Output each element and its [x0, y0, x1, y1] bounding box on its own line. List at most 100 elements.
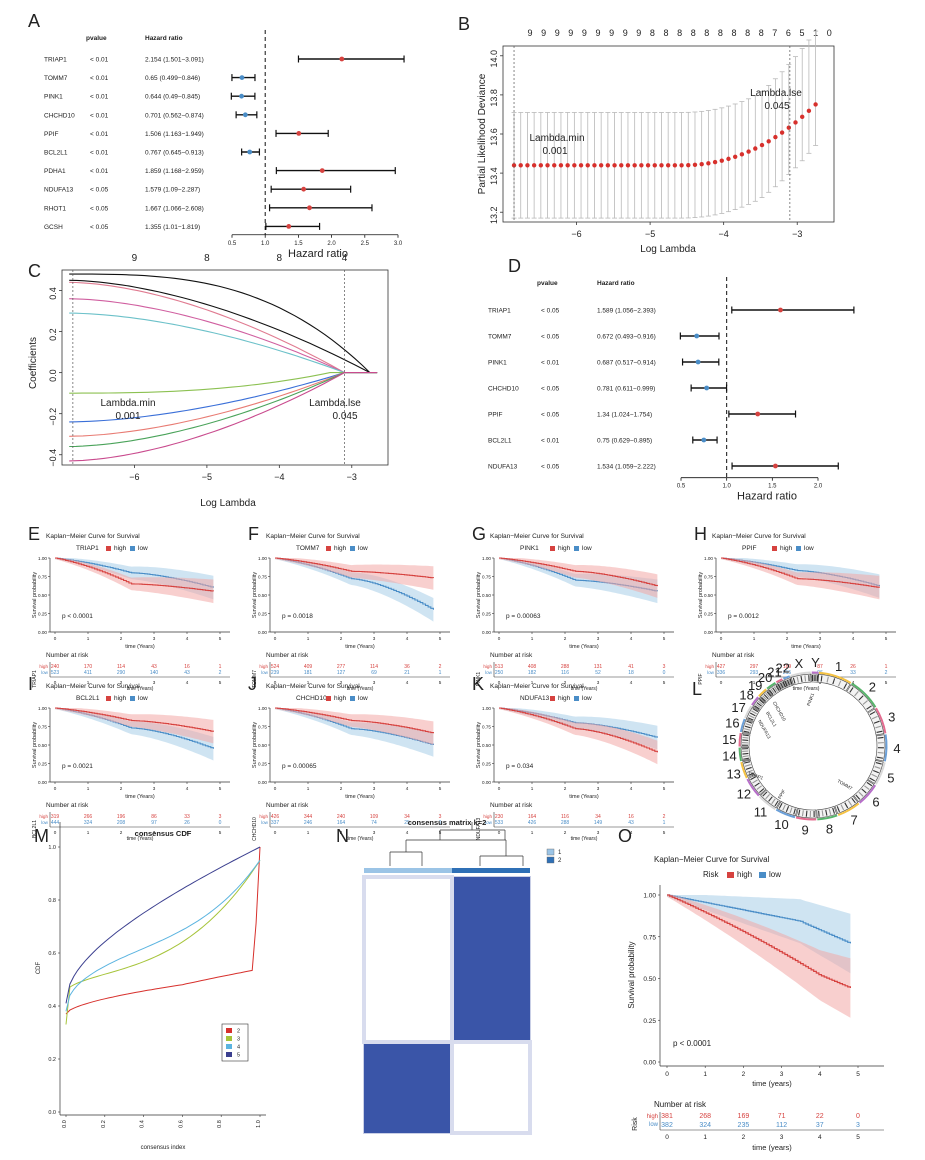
coef-xtick-label: −5: [202, 472, 212, 482]
cdf-legend-label: 5: [237, 1053, 240, 1059]
km-risk-xlabel: time (Years): [347, 836, 374, 842]
matrix-block-top-left: [362, 875, 454, 1044]
circos-cytoband: [798, 809, 801, 816]
km-risk-low-count: 411: [84, 670, 92, 676]
coef-ylabel: Coefficients: [28, 337, 39, 389]
circos-cytoband: [778, 683, 783, 690]
cv-point: [679, 163, 684, 168]
forest-gene-label: NDUFA13: [44, 187, 74, 194]
matrix-cluster-bar-2: [452, 868, 530, 873]
forest-point: [286, 224, 292, 229]
risk-km-risk-xtick-label: 5: [856, 1134, 860, 1141]
km-risk-xtick-label: 1: [87, 680, 90, 685]
km-ytick-label: 0.50: [704, 593, 713, 598]
forest-hr-text: 1.579 (1.09−2.287): [145, 187, 200, 194]
km-ytick-label: 0.25: [38, 612, 47, 617]
km-legend-gene: PPIF: [742, 545, 756, 552]
km-risk-high-count: 41: [628, 664, 634, 670]
km-risk-xtick-label: 5: [663, 680, 666, 685]
circos-cytoband: [876, 730, 883, 734]
circos-cytoband: [818, 810, 820, 817]
km-ytick-label: 1.00: [704, 556, 713, 561]
forest-pvalue: < 0.01: [541, 360, 560, 367]
km-xtick-label: 2: [340, 636, 343, 641]
km-risk-low-count: 444: [51, 820, 60, 826]
km-risk-low-count: 97: [151, 820, 157, 826]
coef-path: [69, 372, 378, 437]
km-xtick-label: 1: [307, 636, 310, 641]
km-risk-high-count: 43: [151, 664, 157, 670]
cv-top-count: 8: [677, 28, 682, 38]
coef-path: [69, 281, 378, 374]
cv-point: [652, 163, 657, 168]
km-risk-gene: TRIAP1: [32, 670, 38, 688]
km-risk-low-count: 215: [783, 670, 792, 676]
risk-km-ytick-label: 0.00: [643, 1060, 656, 1067]
km-risk-low-count: 324: [84, 820, 93, 826]
km-xtick-label: 5: [219, 786, 222, 791]
km-ytick-label: 0.50: [482, 743, 491, 748]
km-legend-high-swatch: [550, 696, 555, 701]
km-xtick-label: 4: [852, 636, 855, 641]
coef-ytick-label: 0.0: [48, 369, 58, 382]
cdf-curve-3: [65, 860, 261, 1025]
cdf-legend-swatch: [226, 1036, 232, 1041]
km-risk-xtick-label: 3: [597, 680, 600, 685]
cv-point: [665, 163, 671, 168]
cv-point: [645, 163, 651, 168]
forest-point: [239, 75, 245, 80]
forest-hr-text: 0.767 (0.645−0.913): [145, 150, 204, 157]
km-high-curve: [55, 557, 214, 592]
circos-gene-label: PINK1: [806, 692, 815, 707]
cv-lambda-min-label: Lambda.min: [529, 133, 584, 144]
circos-cytoband: [754, 782, 760, 787]
km-legend-low: low: [138, 545, 148, 552]
matrix-legend-label: 1: [558, 850, 562, 856]
cv-top-count: 7: [772, 28, 777, 38]
km-risk-gene: TOMM7: [252, 670, 258, 688]
risk-km-legend-low: low: [769, 870, 781, 879]
km-ytick-label: 0.25: [482, 762, 491, 767]
circos-chrom-label: 17: [731, 700, 745, 715]
forest-hr-text: 1.534 (1.059−2.222): [597, 464, 656, 471]
km-risk-xtick-label: 5: [439, 680, 442, 685]
cv-point: [585, 163, 590, 168]
km-ytick-label: 0.00: [258, 780, 267, 785]
km-risk-high-count: 26: [850, 664, 856, 670]
risk-km-xtick-label: 4: [818, 1071, 822, 1078]
risk-km-risk-high-count: 268: [699, 1113, 711, 1120]
circos-gene-label: TOMM7: [836, 778, 853, 791]
forest-gene-label: PDHA1: [44, 168, 66, 175]
km-xtick-label: 2: [564, 786, 567, 791]
risk-km-legend-high-swatch: [727, 872, 734, 878]
km-legend-high: high: [334, 545, 347, 552]
km-legend-gene: NDUFA13: [520, 695, 550, 702]
risk-km-risk-low-count: 382: [661, 1122, 673, 1129]
km-xtick-label: 4: [186, 786, 189, 791]
circos-cytoband: [804, 675, 807, 682]
km-pvalue: p = 0.0021: [62, 763, 93, 770]
coef-xtick-label: −3: [347, 472, 357, 482]
km-ytick-label: 0.75: [482, 575, 491, 580]
km-risk-high-count: 16: [628, 814, 634, 820]
km-xtick-label: 0: [498, 636, 501, 641]
km-legend-low: low: [358, 695, 368, 702]
km-risk-high-label: high: [39, 814, 48, 819]
risk-km-ytick-label: 1.00: [643, 893, 656, 900]
risk-km-xtick-label: 0: [665, 1071, 669, 1078]
km-legend-gene: TOMM7: [296, 545, 320, 552]
km-risk-xtick-label: 0: [54, 830, 57, 835]
km-xtick-label: 4: [406, 786, 409, 791]
circos-chrom-band: [782, 675, 790, 680]
km-risk-low-count: 1: [663, 820, 666, 826]
coef-top-count: 8: [204, 253, 210, 264]
coef-lambda-min-label: Lambda.min: [100, 398, 155, 409]
km-risk-high-count: 1: [219, 664, 222, 670]
km-risk-low-count: 21: [404, 670, 410, 676]
matrix-block-top-right: [452, 877, 530, 1042]
cdf-ytick-label: 1.0: [48, 845, 56, 851]
cv-point: [712, 159, 718, 165]
forest-point: [296, 131, 302, 136]
cdf-ytick-label: 0.0: [48, 1110, 56, 1116]
forest-axis-title: Hazard ratio: [737, 491, 797, 503]
